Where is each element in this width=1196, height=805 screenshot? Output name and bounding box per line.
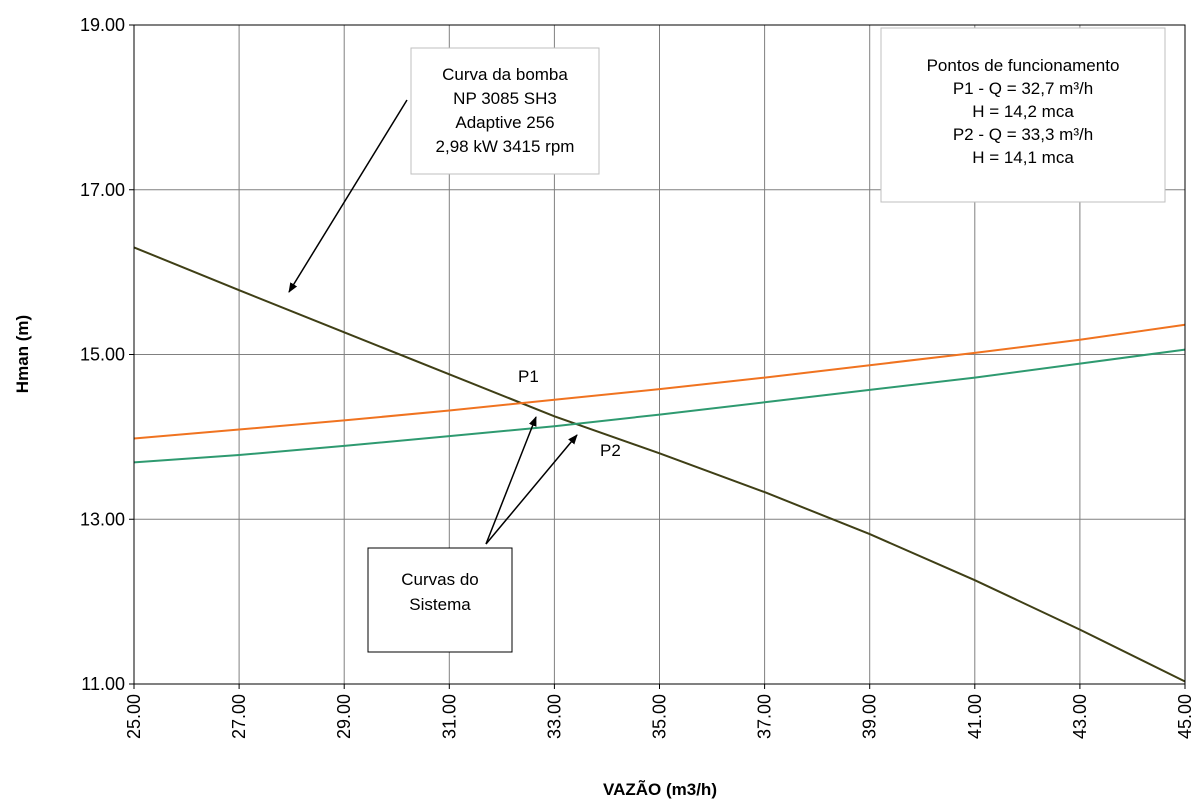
system-curve-2-line — [133, 348, 1186, 464]
x-tick-label: 31.00 — [439, 694, 459, 739]
x-tick-label: 37.00 — [755, 694, 775, 739]
system-curves-box: Curvas do Sistema — [367, 547, 513, 653]
points-box-line: H = 14,2 mca — [972, 102, 1074, 121]
series-layer — [133, 246, 1186, 683]
y-axis-label: Hman (m) — [13, 315, 32, 393]
pump-box-line: NP 3085 SH3 — [453, 89, 557, 108]
y-tick-label: 17.00 — [80, 180, 125, 200]
system-box-line: Sistema — [409, 595, 471, 614]
x-tick-label: 35.00 — [650, 694, 670, 739]
y-tick-label: 11.00 — [81, 674, 125, 694]
system-curve-1-line — [133, 323, 1186, 440]
x-tick-label: 39.00 — [860, 694, 880, 739]
points-box-line: Pontos de funcionamento — [927, 56, 1120, 75]
plot-area-border — [133, 24, 1186, 685]
pump-box-line: Curva da bomba — [442, 65, 568, 84]
y-tick-label: 19.00 — [80, 15, 125, 35]
system-box-line: Curvas do — [401, 570, 478, 589]
y-tick-label: 15.00 — [80, 345, 125, 365]
x-tick-label: 33.00 — [544, 694, 564, 739]
p1-label: P1 — [518, 367, 539, 386]
x-tick-label: 29.00 — [334, 694, 354, 739]
x-tick-label: 25.00 — [124, 694, 144, 739]
x-tick-label: 41.00 — [965, 694, 985, 739]
system-curve-arrow-p2 — [485, 434, 578, 545]
points-box-line: H = 14,1 mca — [972, 148, 1074, 167]
pump-box-line: Adaptive 256 — [455, 113, 554, 132]
operating-points-box: Pontos de funcionamento P1 - Q = 32,7 m³… — [880, 27, 1166, 203]
points-box-line: P1 - Q = 32,7 m³/h — [953, 79, 1093, 98]
tick-labels: 25.00 27.00 29.00 31.00 33.00 35.00 37.00 39.00… — [80, 15, 1195, 739]
x-axis-label: VAZÃO (m3/h) — [603, 779, 717, 799]
pump-curve-line — [133, 246, 1186, 683]
pump-curve-arrow — [288, 99, 408, 293]
pump-box-line: 2,98 kW 3415 rpm — [436, 137, 575, 156]
x-tick-label: 45.00 — [1175, 694, 1195, 739]
points-box-line: P2 - Q = 33,3 m³/h — [953, 125, 1093, 144]
pump-annotation-box: Curva da bomba NP 3085 SH3 Adaptive 256 … — [410, 47, 600, 175]
x-tick-label: 43.00 — [1070, 694, 1090, 739]
x-tick-label: 27.00 — [229, 694, 249, 739]
y-tick-label: 13.00 — [80, 509, 125, 529]
p2-label: P2 — [600, 441, 621, 460]
system-curve-arrow-p1 — [485, 416, 537, 545]
